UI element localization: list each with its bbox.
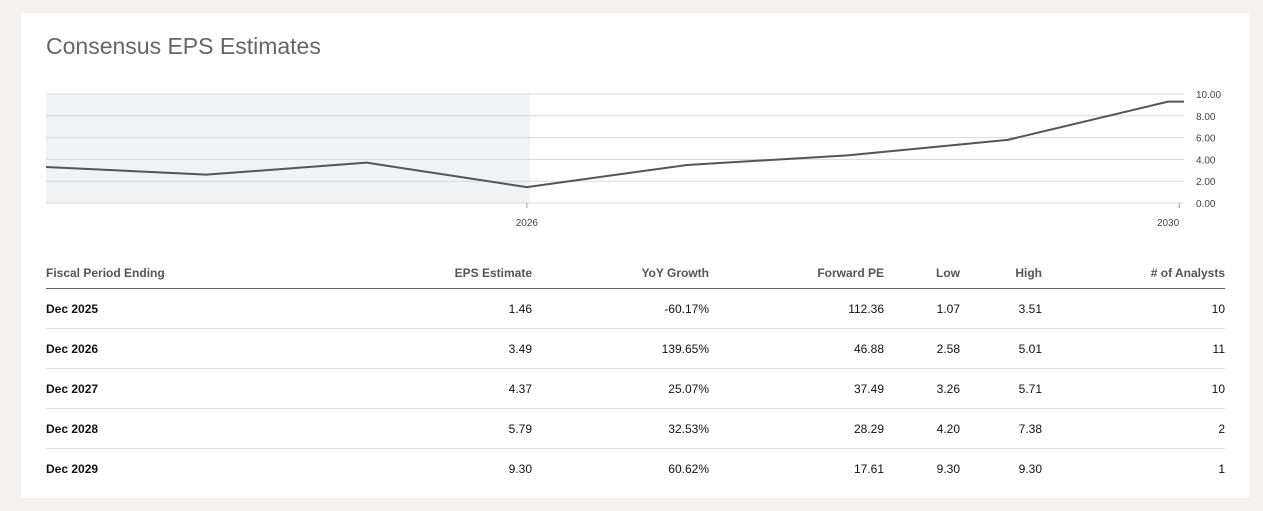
x-tick-label: 2026 — [516, 218, 539, 229]
cell-period: Dec 2026 — [46, 328, 296, 369]
cell-analysts: 10 — [1042, 288, 1225, 329]
cell-yoy: 32.53% — [532, 408, 709, 449]
cell-high: 5.71 — [960, 368, 1042, 409]
cell-low: 2.58 — [884, 328, 960, 369]
cell-low: 1.07 — [884, 288, 960, 329]
y-tick-label: 10.00 — [1196, 90, 1221, 101]
history-shade — [46, 94, 531, 203]
table-row: Dec 2027 4.37 25.07% 37.49 3.26 5.71 10 — [46, 368, 1225, 409]
y-tick-label: 4.00 — [1196, 155, 1216, 166]
cell-pe: 46.88 — [709, 328, 884, 369]
y-tick-label: 0.00 — [1196, 199, 1216, 210]
x-tick-label: 2030 — [1157, 218, 1180, 229]
table-row: Dec 2025 1.46 -60.17% 112.36 1.07 3.51 1… — [46, 288, 1225, 329]
eps-card: Consensus EPS Estimates 10.00 8.00 6.00 4.0… — [21, 13, 1249, 498]
cell-analysts: 10 — [1042, 368, 1225, 409]
y-tick-label: 6.00 — [1196, 134, 1216, 145]
table-row: Dec 2026 3.49 139.65% 46.88 2.58 5.01 11 — [46, 328, 1225, 369]
cell-analysts: 1 — [1218, 461, 1225, 476]
cell-period: Dec 2028 — [46, 408, 296, 449]
cell-high: 7.38 — [960, 408, 1042, 449]
cell-period: Dec 2029 — [46, 461, 99, 476]
cell-yoy: 139.65% — [532, 328, 709, 369]
table-row: Dec 2029 9.30 60.62% 17.61 9.30 9.30 1 — [46, 449, 1225, 489]
table-row: Dec 2028 5.79 32.53% 28.29 4.20 7.38 2 — [46, 408, 1225, 449]
cell-pe: 17.61 — [853, 461, 884, 476]
cell-yoy: 60.62% — [668, 461, 709, 476]
table-header-row: Fiscal Period Ending EPS Estimate YoY Gr… — [46, 258, 1225, 289]
cell-low: 9.30 — [936, 461, 960, 476]
cell-analysts: 2 — [1042, 408, 1225, 449]
cell-pe: 28.29 — [709, 408, 884, 449]
cell-period: Dec 2025 — [46, 288, 296, 329]
cell-yoy: 25.07% — [532, 368, 709, 409]
cell-eps: 5.79 — [296, 408, 532, 449]
col-yoy-growth[interactable]: YoY Growth — [532, 258, 709, 289]
cell-period: Dec 2027 — [46, 368, 296, 409]
cell-eps: 1.46 — [296, 288, 532, 329]
y-tick-label: 2.00 — [1196, 177, 1216, 188]
cell-high: 9.30 — [1018, 461, 1042, 476]
cell-analysts: 11 — [1042, 328, 1225, 369]
col-low[interactable]: Low — [884, 258, 960, 289]
col-fiscal-period[interactable]: Fiscal Period Ending — [46, 258, 296, 289]
eps-series-line — [45, 100, 1184, 189]
col-forward-pe[interactable]: Forward PE — [709, 258, 884, 289]
cell-high: 5.01 — [960, 328, 1042, 369]
eps-table: Fiscal Period Ending EPS Estimate YoY Gr… — [46, 258, 1225, 488]
cell-low: 3.26 — [884, 368, 960, 409]
cell-pe: 112.36 — [709, 288, 884, 329]
eps-line-chart: 10.00 8.00 6.00 4.00 2.00 0.00 2026 2030 — [45, 90, 1221, 229]
cell-yoy: -60.17% — [532, 288, 709, 329]
y-tick-label: 8.00 — [1196, 112, 1216, 123]
cell-eps: 9.30 — [508, 461, 532, 476]
col-analysts[interactable]: # of Analysts — [1042, 258, 1225, 289]
cell-high: 3.51 — [960, 288, 1042, 329]
cell-low: 4.20 — [884, 408, 960, 449]
card-title: Consensus EPS Estimates — [46, 33, 321, 59]
cell-eps: 4.37 — [296, 368, 532, 409]
col-eps-estimate[interactable]: EPS Estimate — [296, 258, 532, 289]
col-high[interactable]: High — [960, 258, 1042, 289]
cell-eps: 3.49 — [296, 328, 532, 369]
cell-pe: 37.49 — [709, 368, 884, 409]
